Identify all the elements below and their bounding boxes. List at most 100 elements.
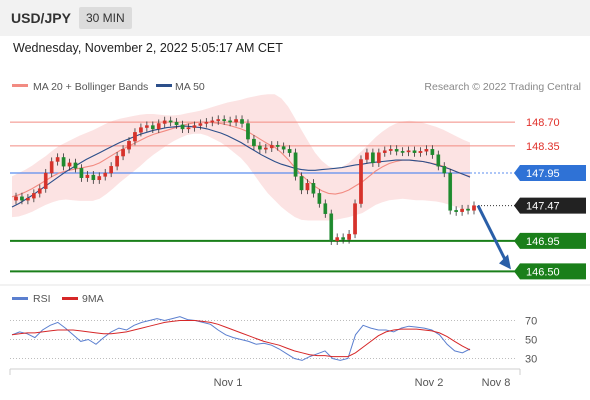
level-tag-label-147.95: 147.95 — [526, 168, 560, 180]
candle-body — [180, 124, 185, 130]
candle-body — [329, 213, 334, 242]
candle-body — [145, 125, 149, 128]
bollinger-band — [12, 94, 470, 221]
candle-body — [198, 123, 203, 126]
candle-body — [252, 138, 256, 147]
candle-body — [26, 197, 30, 201]
candle-body — [127, 140, 131, 150]
candle-body — [400, 151, 405, 153]
candle-body — [293, 152, 298, 177]
candle-body — [299, 176, 304, 191]
candle-body — [234, 119, 238, 123]
candle-body — [258, 145, 262, 150]
candle-body — [317, 193, 322, 204]
candle-body — [287, 149, 292, 153]
candle-body — [115, 155, 119, 167]
candle-body — [67, 162, 72, 167]
candle-body — [418, 151, 423, 153]
rsi-line — [11, 316, 471, 361]
forecast-arrow-shaft — [476, 204, 508, 263]
level-tag-pivot — [514, 165, 586, 182]
candle-body — [412, 150, 417, 153]
candle-body — [275, 145, 280, 147]
x-tick-nov2: Nov 2 — [415, 377, 444, 389]
candle-body — [97, 176, 102, 181]
level-tag-last — [514, 197, 586, 214]
candle-body — [85, 174, 90, 178]
candle-body — [103, 172, 108, 177]
candle-body — [174, 121, 179, 126]
candle-body — [162, 120, 167, 124]
candle-body — [91, 174, 96, 181]
candle-body — [156, 123, 161, 130]
candle-body — [240, 119, 244, 124]
candle-body — [376, 152, 381, 164]
candle-body — [246, 123, 250, 140]
candle-body — [61, 157, 66, 167]
level-tag-support — [514, 263, 586, 280]
candle-body — [216, 119, 221, 121]
ma9-line — [11, 320, 471, 358]
candle-body — [430, 149, 435, 155]
candle-body — [359, 159, 363, 204]
ma20-line — [11, 121, 471, 198]
candle-body — [460, 208, 464, 212]
candle-body — [109, 166, 114, 174]
timeframe-button[interactable]: 30 MIN — [79, 7, 132, 29]
ma9-legend-swatch — [62, 297, 78, 300]
candle-body — [37, 188, 42, 194]
candle-body — [228, 120, 232, 123]
candle-body — [43, 172, 48, 189]
candle-body — [353, 203, 357, 235]
candle-body — [186, 127, 191, 130]
candle-body — [382, 150, 387, 153]
ma50-line — [11, 125, 471, 208]
candle-body — [424, 149, 429, 152]
candle-body — [436, 154, 441, 167]
credit-label: Research © 2022 Trading Central — [424, 81, 581, 93]
timestamp: Wednesday, November 2, 2022 5:05:17 AM C… — [13, 41, 283, 55]
candle-body — [323, 203, 328, 214]
rsi-tick-50: 50 — [525, 335, 537, 347]
candle-body — [204, 121, 209, 124]
rsi-legend-label: RSI — [33, 293, 51, 305]
candle-body — [335, 237, 340, 242]
resistance-label-148.70: 148.70 — [526, 117, 560, 129]
candle-body — [121, 149, 125, 157]
level-tag-label-146.95: 146.95 — [526, 236, 560, 248]
candle-body — [371, 152, 375, 164]
ma50-legend-label: MA 50 — [175, 81, 205, 93]
rsi-legend-swatch — [12, 297, 28, 300]
candle-body — [55, 157, 60, 162]
candle-body — [448, 172, 453, 211]
candle-body — [14, 196, 18, 201]
candle-body — [263, 147, 268, 150]
rsi-tick-30: 30 — [525, 354, 537, 366]
candle-body — [49, 161, 54, 174]
candle-body — [394, 149, 399, 152]
candle-body — [388, 149, 393, 151]
level-tag-label-146.50: 146.50 — [526, 266, 560, 278]
candle-body — [305, 183, 310, 191]
level-tag-label-147.47: 147.47 — [526, 201, 560, 213]
resistance-label-148.35: 148.35 — [526, 141, 560, 153]
candle-body — [454, 210, 458, 212]
candle-body — [311, 183, 316, 194]
top-bar: USD/JPY 30 MIN — [0, 0, 590, 36]
candle-body — [406, 150, 411, 153]
ma20-legend-swatch — [12, 84, 28, 87]
x-tick-nov8: Nov 8 — [482, 377, 511, 389]
x-tick-nov1: Nov 1 — [214, 377, 243, 389]
candle-body — [20, 196, 24, 201]
candle-body — [79, 168, 84, 178]
candle-body — [347, 233, 351, 240]
candle-body — [472, 205, 476, 211]
candle-body — [139, 127, 143, 133]
candle-body — [365, 152, 369, 160]
candle-body — [341, 237, 345, 240]
candle-body — [73, 162, 78, 169]
rsi-tick-70: 70 — [525, 316, 537, 328]
candle-body — [192, 125, 197, 128]
forecast-arrow-head — [499, 254, 511, 270]
